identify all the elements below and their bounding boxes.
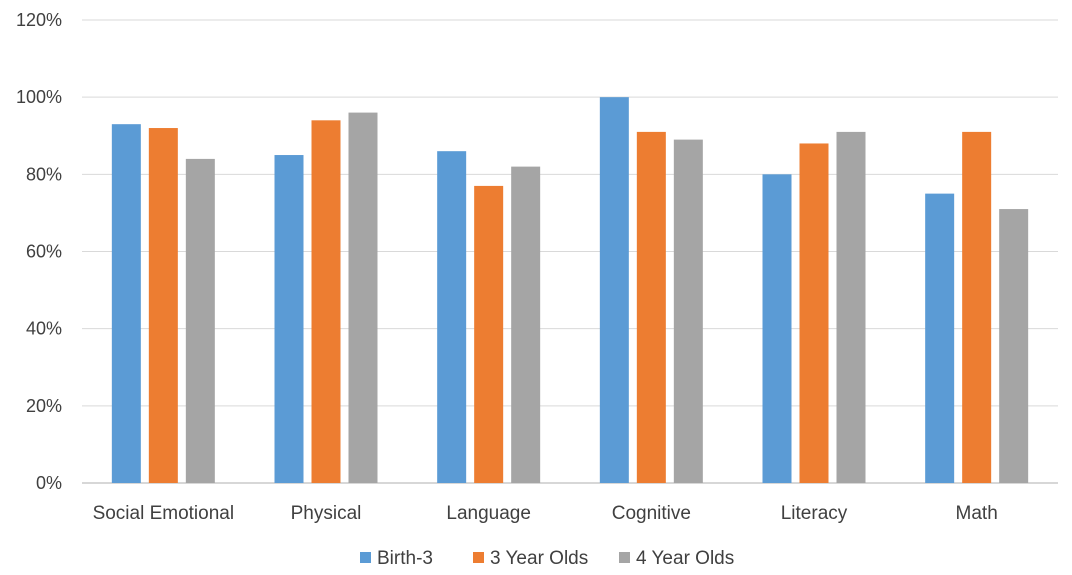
bar-3-year-olds-math [962, 131, 992, 483]
legend-swatch [473, 552, 484, 563]
bar-4-year-olds-physical [348, 112, 378, 483]
bar-4-year-olds-social-emotional [185, 158, 215, 483]
bar-birth-3-cognitive [599, 97, 629, 484]
legend-label: 3 Year Olds [490, 548, 588, 569]
legend-swatch [619, 552, 630, 563]
bar-3-year-olds-language [474, 185, 504, 484]
bar-3-year-olds-literacy [799, 143, 829, 483]
bar-4-year-olds-literacy [836, 131, 866, 483]
bar-birth-3-physical [274, 155, 304, 483]
bar-3-year-olds-cognitive [636, 131, 666, 483]
legend: Birth-3 3 Year Olds 4 Year Olds [360, 548, 734, 569]
x-axis-labels: Social Emotional Physical Language Cognitiv… [93, 503, 998, 524]
x-category-label: Math [956, 503, 998, 524]
x-category-label: Physical [291, 503, 362, 524]
bar-3-year-olds-social-emotional [148, 128, 178, 484]
y-axis-labels: 0% 20% 40% 60% 80% 100% 120% [16, 10, 62, 493]
bar-birth-3-math [925, 193, 955, 483]
y-tick-label: 100% [16, 87, 62, 107]
x-category-label: Language [446, 503, 531, 524]
gridlines [82, 19, 1058, 484]
y-tick-label: 60% [26, 242, 62, 262]
bar-birth-3-language [437, 151, 467, 483]
bar-3-year-olds-physical [311, 120, 341, 484]
x-category-label: Cognitive [612, 503, 691, 524]
bar-4-year-olds-language [511, 166, 541, 483]
x-category-label: Literacy [781, 503, 848, 524]
y-tick-label: 40% [26, 319, 62, 339]
y-tick-label: 120% [16, 10, 62, 30]
x-category-label: Social Emotional [93, 503, 235, 524]
y-tick-label: 80% [26, 164, 62, 184]
y-tick-label: 0% [36, 473, 62, 493]
bars [111, 97, 1029, 484]
bar-4-year-olds-math [999, 209, 1029, 483]
y-tick-label: 20% [26, 396, 62, 416]
bar-birth-3-literacy [762, 174, 792, 484]
legend-swatch [360, 552, 371, 563]
legend-label: Birth-3 [377, 548, 433, 569]
bar-birth-3-social-emotional [111, 124, 141, 484]
bar-4-year-olds-cognitive [673, 139, 703, 483]
legend-label: 4 Year Olds [636, 548, 734, 569]
